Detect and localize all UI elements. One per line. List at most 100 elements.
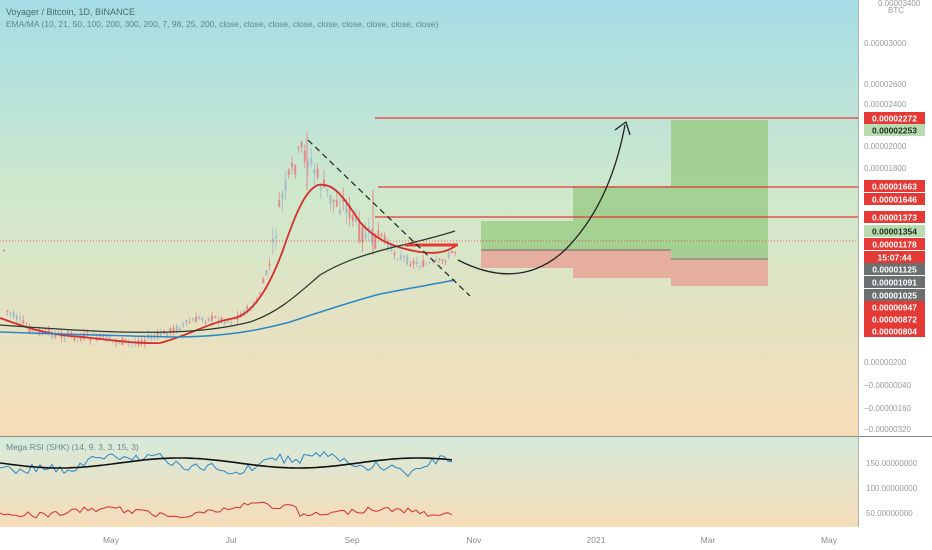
candle-body <box>79 336 82 340</box>
candle-body <box>89 338 92 341</box>
candle-body <box>172 327 175 334</box>
time-tick-label: Nov <box>466 535 482 545</box>
time-tick-label: 2021 <box>587 535 606 545</box>
candle-body <box>156 331 159 335</box>
candle-body <box>28 325 31 334</box>
candle-body <box>419 266 421 268</box>
candle-body <box>63 338 66 340</box>
price-tick-label: 0.00002600 <box>864 80 907 89</box>
candle-body <box>211 315 213 321</box>
candle-body <box>358 219 361 241</box>
candle-body <box>12 312 15 318</box>
candle-body <box>57 332 60 334</box>
candle-body <box>454 251 457 253</box>
candle-body <box>383 235 386 241</box>
currency-label: BTC <box>888 6 904 15</box>
loss-zone <box>671 259 768 286</box>
candle-body <box>227 320 229 322</box>
candle-body <box>451 250 453 254</box>
candle-body <box>335 200 338 207</box>
price-axis-top-tick: 0.00003400 <box>878 0 921 8</box>
price-badge <box>864 251 925 263</box>
price-badge-label: 0.00001663 <box>872 182 917 192</box>
candle-body <box>44 329 47 331</box>
arrow-head <box>614 120 631 136</box>
candle-body <box>268 263 271 266</box>
candle-body <box>143 339 146 344</box>
price-badge-label: 0.00001373 <box>872 213 917 223</box>
price-badge-label: 0.00002253 <box>872 126 917 136</box>
candle-body <box>310 158 313 164</box>
rsi-tick-label: 150.00000000 <box>866 459 918 468</box>
candle-body <box>441 259 444 261</box>
candle-body <box>399 255 402 259</box>
rsi-tick-label: 100.00000000 <box>866 484 918 493</box>
price-tick-label: −0.00000160 <box>864 404 911 413</box>
time-tick-label: Mar <box>701 535 716 545</box>
ema-line <box>0 183 458 345</box>
candle-body <box>108 335 111 341</box>
price-badge-label: 0.00001125 <box>872 265 917 275</box>
profit-zone <box>671 120 768 259</box>
candle-body <box>220 317 223 321</box>
candle-body <box>438 258 441 260</box>
candle-body <box>323 179 325 188</box>
candle-body <box>265 270 268 275</box>
candle-body <box>166 332 169 337</box>
candle-body <box>188 322 191 324</box>
candle-body <box>198 316 201 320</box>
candle-body <box>345 203 348 214</box>
candle-body <box>444 261 447 263</box>
price-badge-label: 0.00000947 <box>872 303 917 313</box>
candle-body <box>428 262 431 264</box>
candle-body <box>118 342 121 344</box>
price-badge-label: 0.00001091 <box>872 278 917 288</box>
candle-body <box>271 238 274 242</box>
candle-body <box>297 147 300 149</box>
candle-body <box>281 193 284 200</box>
rsi-tick-label: 50.00000000 <box>866 509 913 518</box>
candle-body <box>182 323 185 326</box>
time-tick-label: May <box>821 535 838 545</box>
candle-body <box>361 227 364 243</box>
price-tick-label: 0.00000200 <box>864 358 907 367</box>
candle-body <box>259 293 261 295</box>
candle-body <box>447 252 450 257</box>
candle-body <box>185 319 188 323</box>
price-tick-label: 0.00002400 <box>864 100 907 109</box>
candle-body <box>3 249 5 251</box>
price-tick-label: −0.00000040 <box>864 381 911 390</box>
candle-body <box>195 316 197 323</box>
candle-body <box>278 200 281 207</box>
candle-body <box>47 328 50 333</box>
candle-body <box>38 329 41 335</box>
rsi-slow-line <box>0 457 453 469</box>
price-badge <box>864 211 925 223</box>
indicator-legend: EMA/MA (10, 21, 50, 100, 200, 300, 200, … <box>6 19 438 29</box>
price-badge <box>864 289 925 301</box>
candle-body <box>387 242 389 249</box>
candle-body <box>92 333 95 335</box>
candle-body <box>124 339 127 341</box>
price-tick-label: 0.00003000 <box>864 39 907 48</box>
candle-body <box>230 322 233 324</box>
candle-body <box>204 321 207 323</box>
rsi-fast-line <box>0 451 453 478</box>
candle-body <box>287 169 290 175</box>
candle-body <box>9 312 12 315</box>
candle-body <box>329 195 332 204</box>
ma-black-line <box>0 230 456 333</box>
candle-body <box>348 204 351 219</box>
price-tick-label: 0.00002000 <box>864 142 907 151</box>
rsi-title: Mega RSI (SHK) (14, 9, 3, 3, 15, 3) <box>6 442 139 452</box>
candle-body <box>377 230 380 238</box>
price-badge-label: 0.00002272 <box>872 114 917 124</box>
price-badge <box>864 225 925 237</box>
candle-body <box>6 310 9 312</box>
candle-body <box>355 215 357 222</box>
candle-body <box>22 320 25 324</box>
candle-body <box>15 315 18 321</box>
price-badge <box>864 238 925 250</box>
candle-body <box>207 317 210 322</box>
